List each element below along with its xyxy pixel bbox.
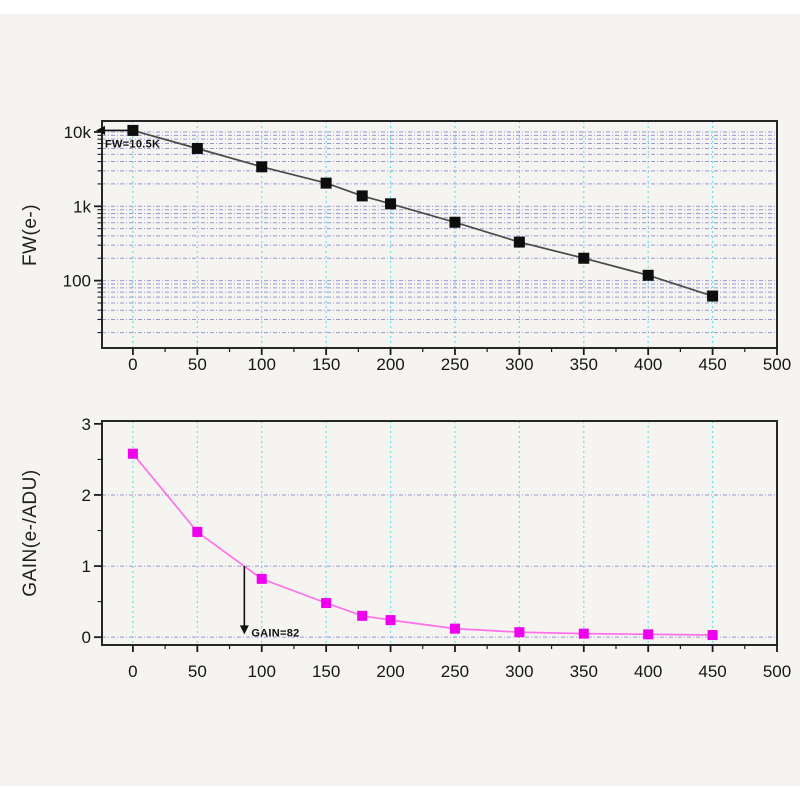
- x-tick-label: 150: [312, 355, 340, 374]
- gain-data-marker: [256, 573, 267, 584]
- fw-axis-title: FW(e-): [20, 203, 41, 267]
- x-tick-label: 400: [634, 662, 662, 681]
- gain-axis-title: GAIN(e-/ADU): [20, 469, 41, 597]
- gain-data-marker: [192, 526, 203, 537]
- x-tick-label: 50: [188, 662, 207, 681]
- gain-data-marker: [321, 598, 332, 609]
- bottom-margin: [0, 786, 800, 800]
- gain-annotation-label: GAIN=82: [251, 627, 299, 639]
- gain-data-marker: [514, 627, 525, 638]
- y-tick-label: 1k: [73, 197, 91, 216]
- gain-data-marker: [449, 623, 460, 634]
- y-tick-label: 2: [82, 486, 91, 505]
- x-tick-label: 350: [570, 662, 598, 681]
- gain-data-marker: [385, 615, 396, 626]
- x-tick-label: 500: [763, 662, 791, 681]
- gain-data-marker: [643, 629, 654, 640]
- top-margin: [0, 0, 800, 14]
- annotation-arrowhead: [96, 125, 105, 135]
- x-tick-label: 200: [376, 662, 404, 681]
- x-tick-label: 450: [698, 355, 726, 374]
- x-tick-label: 250: [441, 662, 469, 681]
- fw-data-marker: [320, 177, 332, 189]
- x-tick-label: 200: [376, 355, 404, 374]
- fw-data-marker: [256, 161, 268, 173]
- y-tick-label: 3: [82, 415, 91, 434]
- fw-data-marker: [707, 290, 719, 302]
- fw-data-marker: [356, 190, 368, 202]
- y-tick-label: 10k: [64, 123, 92, 142]
- fw-data-marker: [642, 269, 654, 281]
- plot-frame: [101, 420, 778, 646]
- gain-data-marker: [707, 630, 718, 641]
- gain-data-marker: [357, 610, 368, 621]
- x-tick-label: 100: [248, 355, 276, 374]
- x-tick-label: 0: [128, 662, 137, 681]
- x-tick-label: 350: [570, 355, 598, 374]
- x-tick-label: 400: [634, 355, 662, 374]
- plot-frame: [101, 120, 778, 349]
- gain-data-marker: [578, 628, 589, 639]
- annotation-arrowhead: [239, 625, 249, 635]
- fw-plot-panel: 0 50 100 150 200 250 300 350 400 450 500 10k 1k 100 FW…: [63, 120, 791, 374]
- x-tick-label: 500: [763, 355, 791, 374]
- x-tick-label: 50: [188, 355, 207, 374]
- x-tick-label: 150: [312, 662, 340, 681]
- fw-data-marker: [578, 252, 590, 264]
- fw-data-marker: [449, 216, 461, 228]
- gain-series-line: [132, 453, 713, 636]
- fw-annotation-label: FW=10.5K: [105, 138, 160, 150]
- y-tick-label: 100: [63, 272, 91, 291]
- x-tick-label: 300: [505, 662, 533, 681]
- x-tick-label: 450: [698, 662, 726, 681]
- x-tick-label: 300: [505, 355, 533, 374]
- x-tick-label: 250: [441, 355, 469, 374]
- fw-data-marker: [513, 236, 525, 248]
- y-tick-label: 0: [82, 628, 91, 647]
- fw-data-marker: [385, 198, 397, 210]
- x-tick-label: 0: [128, 355, 137, 374]
- x-tick-label: 100: [248, 662, 276, 681]
- fw-data-marker: [191, 142, 203, 154]
- y-tick-label: 1: [82, 557, 91, 576]
- gain-data-marker: [127, 448, 138, 459]
- gain-plot-panel: 0 50 100 150 200 250 300 350 400 450 500 3 2 1 0 GAIN=8…: [82, 415, 792, 681]
